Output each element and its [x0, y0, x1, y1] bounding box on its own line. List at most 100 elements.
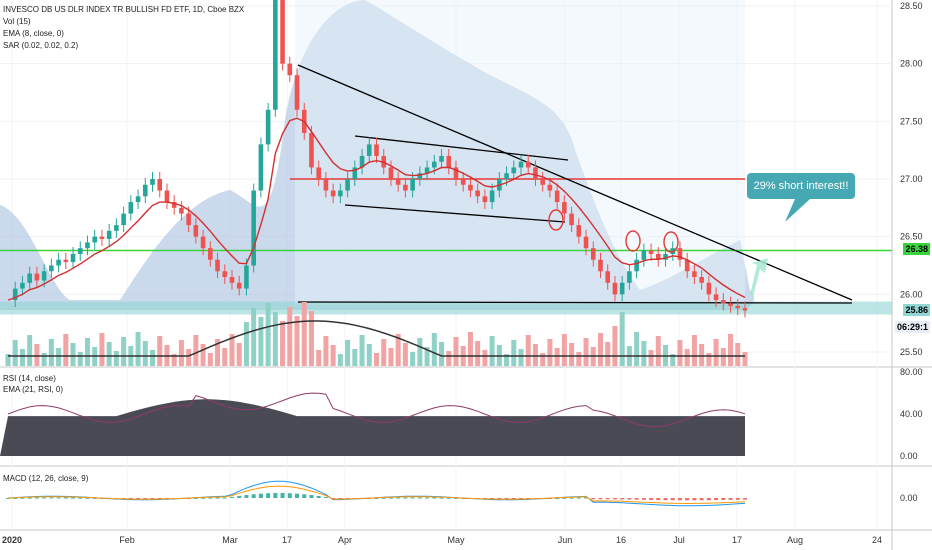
candle-body: [208, 248, 213, 260]
support-zone: [0, 301, 892, 315]
volume-bar: [467, 332, 473, 366]
candle-body: [583, 236, 589, 249]
candle-body: [388, 167, 394, 179]
macd-histogram-bar: [641, 498, 646, 500]
candle-body: [410, 179, 415, 191]
candle-body: [200, 236, 206, 249]
short-interest-callout[interactable]: 29% short interest!!: [747, 173, 855, 199]
macd-histogram-bar: [222, 497, 227, 499]
macd-histogram-bar: [323, 496, 328, 498]
volume-bar: [48, 339, 54, 366]
volume-bar: [561, 334, 567, 366]
macd-histogram-bar: [128, 498, 133, 499]
volume-bar: [532, 344, 538, 366]
candle-body: [598, 259, 603, 272]
volume-bar: [431, 333, 437, 366]
macd-histogram-bar: [555, 497, 560, 499]
candle-body: [27, 273, 32, 283]
time-tick-label: Feb: [119, 535, 135, 545]
candle-body: [547, 184, 553, 191]
volume-bar: [171, 354, 177, 366]
ema-line: [7, 117, 746, 301]
candle-body: [684, 259, 690, 272]
volume-bar: [641, 341, 647, 366]
candle-body: [706, 282, 712, 295]
candle-body: [352, 167, 358, 179]
volume-bar: [34, 344, 40, 366]
volume-bar: [374, 353, 379, 366]
price-tick-label: 28.50: [900, 1, 923, 11]
volume-bar: [157, 336, 163, 366]
volume-bar: [648, 350, 654, 366]
candle-body: [576, 225, 582, 237]
candle-body: [186, 213, 191, 226]
candle-body: [468, 184, 473, 191]
candle-body: [511, 167, 517, 174]
macd-histogram-bar: [280, 492, 285, 498]
macd-tick-label: 0.00: [900, 493, 918, 503]
volume-bar: [229, 334, 235, 366]
macd-histogram-bar: [685, 498, 690, 501]
candle-body: [56, 259, 61, 266]
macd-histogram-bar: [576, 497, 581, 499]
candle-body: [655, 253, 661, 260]
volume-bar: [222, 348, 228, 366]
macd-histogram-bar: [136, 498, 141, 499]
volume-bar: [12, 340, 18, 366]
volume-bar: [402, 343, 408, 366]
macd-histogram-bar: [34, 497, 39, 499]
candle-body: [417, 173, 423, 179]
macd-histogram-bar: [612, 498, 617, 500]
volume-bar: [475, 341, 481, 366]
macd-histogram-bar: [27, 497, 32, 499]
candle-body: [699, 277, 704, 283]
candle-body: [605, 271, 611, 283]
time-tick-label: Jun: [558, 535, 573, 545]
macd-histogram-bar: [743, 498, 747, 500]
chart-title: INVESCO DB US DLR INDEX TR BULLISH FD ET…: [3, 5, 245, 14]
candle-body: [641, 250, 647, 260]
indicator-sar: SAR (0.02, 0.02, 0.2): [3, 41, 79, 50]
macd-histogram-bar: [584, 497, 589, 499]
macd-histogram-bar: [56, 497, 61, 499]
macd-histogram-bar: [562, 497, 567, 499]
last-price-tag: 25.86: [903, 304, 930, 316]
macd-histogram-bar: [634, 498, 639, 500]
rsi-tick-label: 40.00: [900, 409, 923, 419]
candle-body: [121, 213, 126, 226]
candle-body: [634, 259, 639, 272]
candle-body: [236, 282, 242, 289]
macd-histogram-bar: [42, 497, 47, 499]
macd-histogram-bar: [649, 498, 654, 500]
volume-bar: [410, 352, 416, 366]
time-tick-label: Aug: [787, 535, 803, 545]
candle-body: [677, 248, 683, 260]
volume-bar: [19, 349, 25, 366]
highlight-circle: [625, 230, 641, 252]
macd-histogram-bar: [316, 495, 321, 498]
volume-bar: [684, 349, 690, 366]
candle-body: [489, 190, 495, 203]
rsi-tick-label: 80.00: [900, 367, 923, 377]
macd-histogram-bar: [157, 498, 162, 499]
volume-bar: [308, 311, 314, 366]
candle-body: [395, 179, 401, 185]
candle-body: [135, 196, 141, 203]
volume-bar: [121, 337, 127, 366]
volume-bar: [583, 338, 589, 366]
candle-body: [330, 190, 336, 197]
volume-bar: [215, 339, 221, 366]
macd-histogram-bar: [670, 498, 675, 501]
candle-body: [106, 230, 112, 239]
volume-bar: [178, 340, 184, 366]
candle-body: [453, 167, 459, 179]
macd-histogram-bar: [287, 493, 292, 498]
candle-body: [34, 273, 40, 281]
volume-bar: [352, 349, 358, 366]
volume-bar: [265, 303, 271, 366]
candle-body: [692, 271, 697, 278]
candle-body: [713, 294, 719, 301]
volume-bar: [706, 353, 712, 366]
candle-body: [20, 282, 25, 289]
candle-body: [345, 179, 350, 191]
